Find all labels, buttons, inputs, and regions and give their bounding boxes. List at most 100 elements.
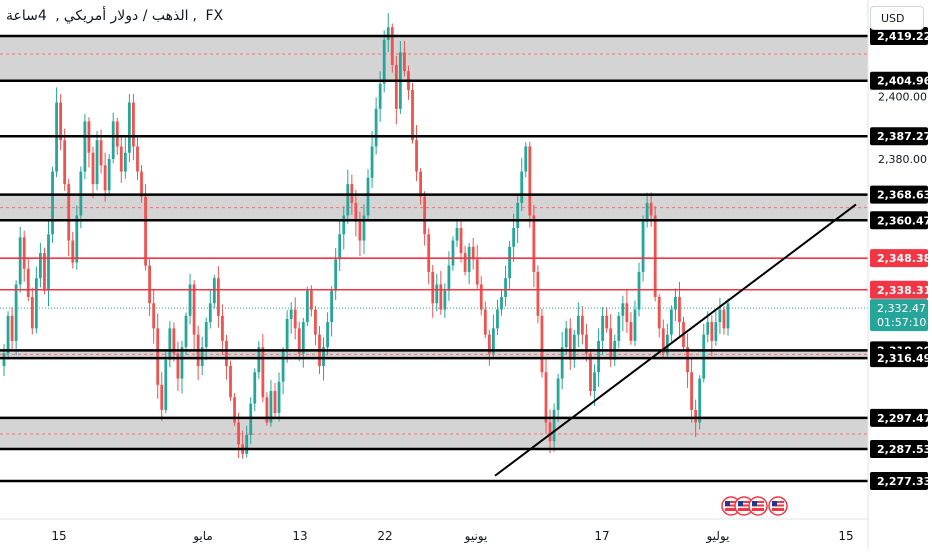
candle-body — [273, 391, 277, 414]
candle-169 — [686, 333, 689, 388]
candle-body — [378, 83, 382, 109]
flag-canton — [725, 501, 730, 506]
candle-body — [589, 353, 592, 392]
level-label-black-2-text: 2,387.27 — [877, 130, 931, 143]
candle-52 — [212, 274, 216, 309]
candle-body — [641, 221, 645, 272]
flag-white-stripe — [752, 503, 764, 505]
symbol-name: الذهب / دولار أمريكي — [63, 8, 189, 24]
us-flag-icon[interactable] — [768, 496, 788, 516]
candle-120 — [487, 329, 491, 366]
y-tick-label-1: 2,380.00 — [878, 153, 927, 166]
price-axis: 2,400.00 2,380.00 — [867, 0, 932, 550]
candle-body — [216, 278, 220, 316]
candle-body — [47, 234, 50, 291]
candle-166 — [674, 288, 677, 322]
candle-body — [164, 359, 168, 410]
candle-body — [411, 90, 414, 141]
candle-body — [91, 152, 95, 185]
flag-white-stripe — [738, 506, 750, 508]
candle-body — [593, 372, 596, 392]
candle-body — [200, 347, 204, 366]
candle-body — [726, 303, 730, 329]
candle-118 — [479, 276, 483, 316]
candle-72 — [293, 297, 297, 340]
candle-body — [346, 184, 350, 216]
candle-146 — [593, 364, 596, 406]
candle-75 — [305, 286, 309, 327]
candle-body — [297, 328, 301, 354]
candle-body — [330, 290, 334, 323]
interval-label: 4ساعة — [6, 8, 47, 24]
candle-155 — [629, 312, 633, 345]
candle-38 — [156, 313, 160, 399]
candle-152 — [617, 312, 621, 349]
candle-body — [540, 315, 544, 373]
candle-body — [403, 52, 406, 72]
candle-body — [152, 303, 156, 329]
flag-white-stripe — [725, 503, 737, 505]
candle-54 — [221, 304, 224, 355]
candle-body — [43, 253, 46, 291]
candle-body — [285, 318, 289, 351]
candle-84 — [342, 206, 346, 250]
candle-81 — [330, 286, 334, 337]
candle-body — [168, 328, 172, 360]
candle-body — [305, 290, 309, 323]
candle-body — [439, 284, 443, 310]
flag-white-stripe — [738, 503, 750, 505]
candle-body — [564, 328, 568, 348]
candle-body — [148, 265, 152, 304]
us-flag-icon[interactable] — [748, 496, 768, 516]
candle-22 — [91, 146, 95, 199]
level-label-black-1-text: 2,404.96 — [877, 75, 932, 88]
candle-body — [528, 146, 532, 216]
candle-body — [556, 378, 560, 410]
candle-2 — [10, 307, 14, 351]
x-tick-label-4: يونيو — [464, 529, 488, 544]
candle-body — [14, 284, 18, 341]
candle-body — [423, 196, 427, 235]
candle-6 — [26, 257, 30, 302]
candle-153 — [621, 295, 625, 332]
candle-18 — [75, 205, 79, 270]
candle-body — [560, 347, 564, 379]
flag-white-stripe — [725, 506, 737, 508]
candle-body — [184, 315, 188, 348]
candle-111 — [451, 236, 455, 271]
candle-body — [706, 322, 710, 335]
candle-body — [536, 271, 540, 316]
candle-body — [83, 121, 87, 172]
candle-39 — [160, 372, 164, 422]
flag-canton — [772, 501, 777, 506]
candle-50 — [204, 317, 208, 361]
candle-body — [722, 309, 726, 329]
candle-body — [455, 228, 459, 241]
level-label-black-7-text: 2,297.47 — [877, 412, 931, 425]
currency-button[interactable]: USD — [870, 6, 924, 30]
trendline-group — [494, 203, 857, 477]
candle-body — [447, 265, 451, 291]
candle-107 — [435, 273, 439, 312]
candle-101 — [411, 82, 414, 144]
candle-122 — [496, 299, 499, 335]
flag-white-stripe — [752, 506, 764, 508]
candle-body — [653, 215, 657, 297]
candle-body — [269, 391, 273, 423]
candle-17 — [71, 231, 75, 269]
candle-body — [475, 259, 479, 285]
candle-body — [362, 215, 366, 241]
candle-body — [435, 284, 439, 304]
candle-125 — [508, 240, 511, 290]
candle-body — [289, 309, 293, 319]
candle-35 — [144, 184, 147, 271]
candle-113 — [459, 219, 463, 263]
candle-body — [338, 234, 342, 260]
candle-102 — [415, 125, 418, 182]
time-axis: 15 مايو 13 22 يونيو 17 يوليو 15 — [0, 518, 868, 544]
level-label-black-7: 2,297.47 — [870, 408, 931, 427]
candle-67 — [273, 382, 277, 418]
level-label-black-8-bg — [870, 440, 928, 459]
